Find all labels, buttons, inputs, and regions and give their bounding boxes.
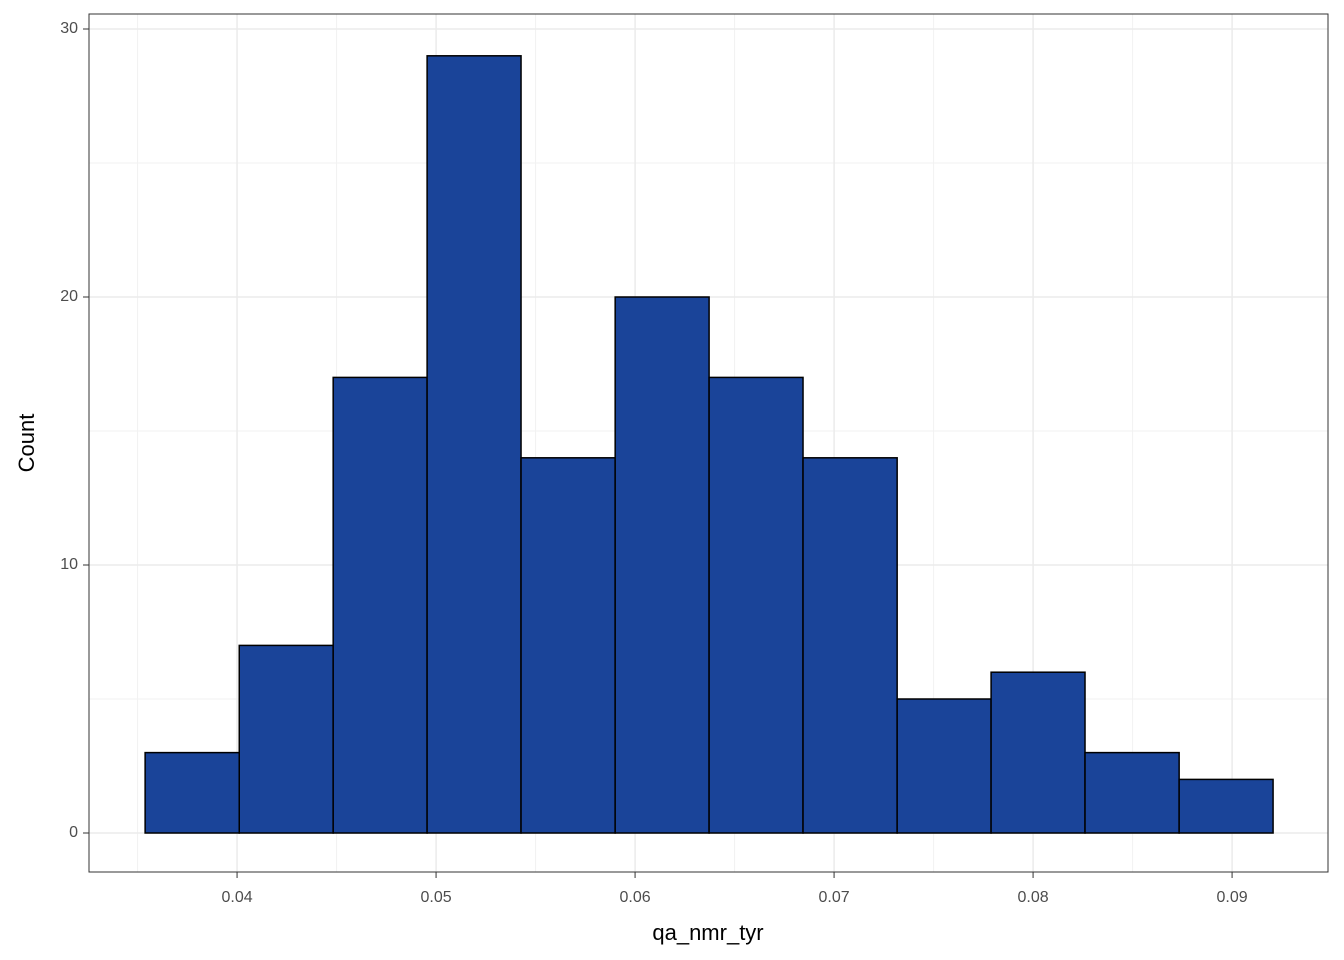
bar <box>332 376 428 834</box>
x-tick-label: 0.05 <box>420 889 451 906</box>
x-tick-label: 0.07 <box>819 889 850 906</box>
bar <box>1084 751 1180 834</box>
x-tick-label: 0.04 <box>221 889 252 906</box>
panel-border <box>88 13 1329 873</box>
y-tick-label: 0 <box>69 824 78 841</box>
x-tick-label: 0.09 <box>1217 889 1248 906</box>
bar <box>802 457 898 834</box>
y-axis-title: Count <box>14 414 39 473</box>
bar <box>426 55 522 834</box>
bar <box>614 296 710 834</box>
bar <box>896 698 992 834</box>
x-tick-label: 0.06 <box>619 889 650 906</box>
bar <box>520 457 616 834</box>
y-tick-label: 30 <box>60 20 78 37</box>
bar <box>144 751 240 834</box>
bar <box>708 376 804 834</box>
y-tick-label: 10 <box>60 556 78 573</box>
x-axis-title: qa_nmr_tyr <box>652 920 763 945</box>
bar <box>990 671 1086 834</box>
y-tick-label: 20 <box>60 288 78 305</box>
x-tick-label: 0.08 <box>1018 889 1049 906</box>
bar <box>238 644 334 834</box>
bar <box>1178 778 1274 834</box>
